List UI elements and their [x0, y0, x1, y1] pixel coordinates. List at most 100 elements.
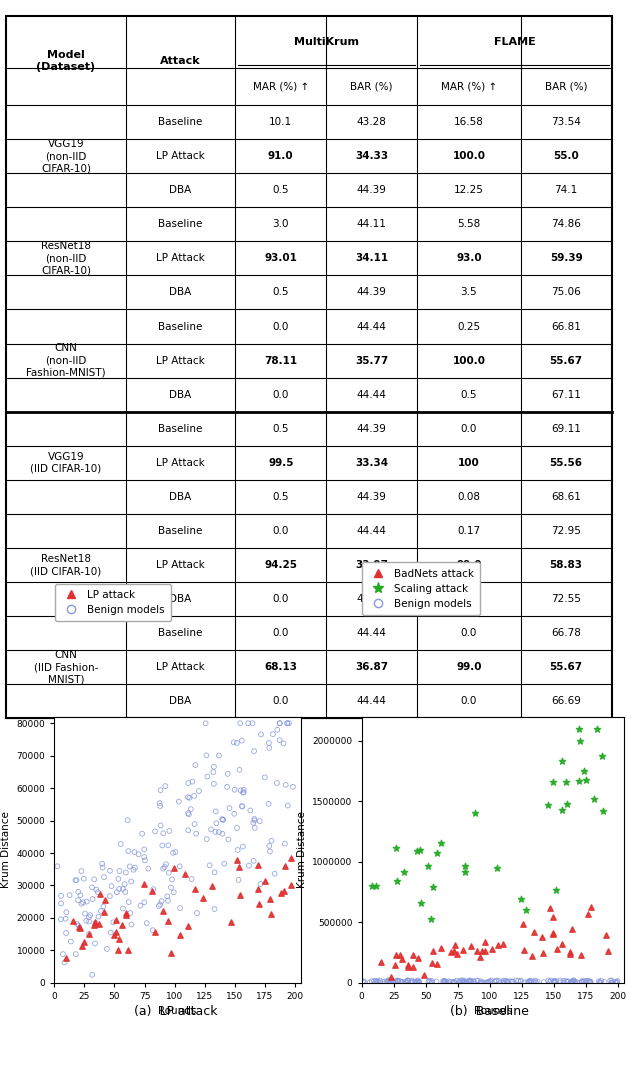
Point — [395, 973, 405, 990]
Point — [272, 774, 282, 792]
Point — [76, 862, 86, 880]
Point — [81, 912, 92, 930]
Text: 44.11: 44.11 — [357, 219, 387, 229]
Point — [446, 973, 456, 990]
Point — [499, 973, 509, 990]
Point — [173, 793, 184, 810]
Point — [61, 904, 72, 921]
Point — [247, 715, 257, 732]
Point — [268, 725, 278, 743]
Point — [211, 814, 221, 832]
Point — [275, 732, 285, 749]
Point — [567, 920, 577, 937]
Point — [499, 972, 509, 989]
Point — [390, 839, 401, 857]
Point — [459, 974, 469, 992]
Point — [238, 784, 248, 801]
Point — [483, 974, 493, 992]
Text: 78.11: 78.11 — [264, 355, 298, 366]
Point — [105, 862, 115, 880]
Point — [414, 973, 424, 990]
Point — [255, 812, 265, 830]
Point — [284, 715, 294, 732]
Point — [264, 837, 275, 855]
Point — [191, 825, 201, 843]
Point — [79, 933, 90, 950]
Point — [428, 943, 438, 960]
Text: 33.34: 33.34 — [355, 458, 388, 468]
Text: 0.0: 0.0 — [461, 424, 477, 433]
Point — [586, 898, 596, 915]
Text: LP Attack: LP Attack — [156, 560, 205, 570]
Text: 99.0: 99.0 — [456, 560, 482, 570]
Point — [157, 893, 167, 910]
Point — [450, 936, 460, 954]
Point — [466, 973, 476, 990]
Point — [611, 974, 621, 992]
Point — [452, 945, 463, 962]
Point — [234, 761, 244, 779]
Text: BAR (%): BAR (%) — [545, 81, 588, 91]
Point — [431, 845, 442, 862]
Point — [449, 974, 459, 992]
Point — [458, 972, 468, 989]
Text: 33.97: 33.97 — [355, 560, 388, 570]
Text: 44.44: 44.44 — [357, 321, 387, 331]
Point — [547, 773, 557, 791]
Point — [266, 832, 276, 849]
Point — [451, 972, 461, 989]
Point — [183, 805, 193, 822]
Point — [558, 972, 568, 989]
Point — [457, 973, 467, 990]
Point — [120, 875, 130, 893]
Point — [524, 973, 534, 990]
Point — [543, 972, 554, 989]
Point — [272, 721, 282, 738]
Point — [168, 844, 178, 861]
Point — [403, 972, 413, 989]
Point — [432, 956, 442, 973]
Point — [72, 871, 82, 888]
Point — [455, 974, 465, 992]
Point — [109, 926, 120, 944]
Point — [568, 973, 578, 990]
Point — [485, 973, 495, 990]
Point — [93, 908, 104, 925]
Point — [566, 974, 576, 992]
Point — [207, 877, 217, 895]
Point — [183, 822, 193, 839]
Point — [253, 880, 263, 897]
Text: 43.28: 43.28 — [357, 117, 387, 127]
Point — [458, 974, 468, 992]
Point — [548, 973, 559, 990]
Point — [442, 973, 452, 990]
Point — [606, 974, 616, 992]
Point — [120, 883, 131, 900]
Point — [403, 972, 413, 989]
Point — [520, 901, 531, 919]
Point — [88, 891, 98, 908]
Point — [367, 876, 377, 894]
Point — [56, 887, 66, 905]
Point — [525, 972, 535, 989]
Point — [385, 973, 396, 990]
Text: VGG19
(non-IID
CIFAR-10): VGG19 (non-IID CIFAR-10) — [41, 139, 91, 174]
Point — [202, 768, 212, 785]
Point — [383, 972, 394, 989]
Point — [401, 973, 412, 990]
Point — [148, 922, 158, 939]
Point — [264, 734, 274, 752]
Point — [531, 974, 541, 992]
Point — [149, 923, 159, 940]
Point — [574, 720, 584, 737]
Point — [52, 858, 63, 875]
Point — [436, 939, 447, 957]
Point — [211, 803, 221, 820]
Point — [236, 782, 246, 799]
Point — [582, 972, 592, 989]
Point — [462, 974, 472, 992]
Point — [106, 924, 116, 942]
Point — [66, 933, 76, 950]
Point — [527, 947, 537, 964]
Text: 68.13: 68.13 — [264, 662, 298, 672]
